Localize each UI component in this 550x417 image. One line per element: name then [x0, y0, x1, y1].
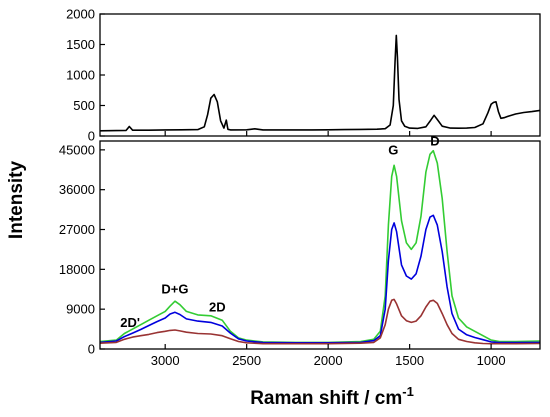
peak-label: 2D [209, 299, 226, 314]
bottom-panel-axes: 0 9000 18000 27000 36000 45000 3000 2500 2000 150… [59, 142, 506, 368]
peak-label: 2D' [120, 315, 140, 330]
top-y-tick-label: 2000 [66, 7, 95, 22]
bottom-panel: 0 9000 18000 27000 36000 45000 3000 2500 2000 150… [59, 133, 541, 368]
bottom-y-tick-label: 45000 [59, 142, 95, 157]
top-panel: 0 500 1000 1500 2000 [66, 7, 541, 144]
bottom-x-tick-label: 2500 [232, 353, 261, 368]
bottom-series-1 [99, 214, 541, 344]
bottom-x-tick-label: 2000 [314, 353, 343, 368]
peak-label: D+G [161, 282, 188, 297]
top-series-0 [99, 34, 541, 132]
bottom-y-tick-label: 9000 [66, 302, 95, 317]
peak-label: G [388, 142, 398, 157]
bottom-y-tick-label: 18000 [59, 262, 95, 277]
x-axis-title: Raman shift / cm-1 [250, 384, 414, 409]
bottom-x-tick-label: 1000 [477, 353, 506, 368]
top-y-tick-label: 1000 [66, 68, 95, 83]
bottom-x-tick-label: 1500 [395, 353, 424, 368]
bottom-panel-series [99, 149, 541, 345]
top-panel-frame [99, 13, 541, 137]
bottom-series-0 [99, 149, 541, 344]
bottom-series-2 [99, 298, 541, 345]
bottom-panel-frame [99, 140, 541, 350]
x-axis-title-superscript: -1 [402, 384, 414, 399]
bottom-y-tick-label: 27000 [59, 222, 95, 237]
bottom-x-tick-label: 3000 [151, 353, 180, 368]
bottom-y-tick-label: 0 [88, 342, 95, 357]
bottom-y-tick-label: 36000 [59, 182, 95, 197]
x-axis-title-main: Raman shift / cm [250, 388, 402, 409]
top-y-tick-label: 0 [88, 129, 95, 144]
top-panel-series [99, 34, 541, 132]
top-y-tick-label: 500 [73, 98, 95, 113]
y-axis-title: Intensity [6, 161, 27, 240]
top-y-tick-label: 1500 [66, 37, 95, 52]
top-panel-axes: 0 500 1000 1500 2000 [66, 7, 492, 144]
